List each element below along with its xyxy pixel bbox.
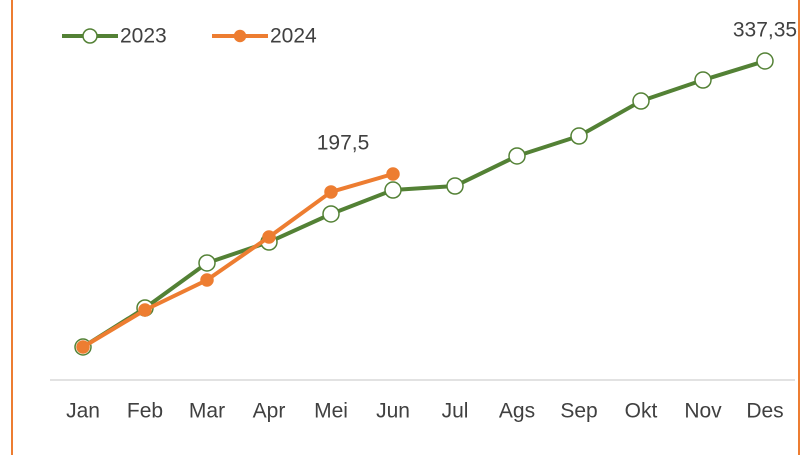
legend-label: 2023: [120, 25, 167, 48]
data-label: 337,35: [733, 19, 797, 42]
point: [138, 303, 152, 317]
x-tick-label: Okt: [625, 400, 658, 423]
point: [198, 254, 216, 272]
legend-marker: [82, 28, 98, 44]
point: [756, 52, 774, 70]
point: [694, 71, 712, 89]
point: [446, 177, 464, 195]
x-tick-label: Nov: [684, 400, 722, 423]
x-tick-label: Apr: [253, 400, 286, 423]
series-line: [81, 59, 766, 349]
point: [632, 92, 650, 110]
x-tick-label: Ags: [499, 400, 535, 423]
point: [262, 230, 276, 244]
point: [384, 181, 402, 199]
point: [200, 273, 214, 287]
x-tick-label: Des: [746, 400, 783, 423]
x-tick-label: Mar: [189, 400, 225, 423]
x-tick-label: Mei: [314, 400, 348, 423]
x-tick-label: Feb: [127, 400, 163, 423]
point: [386, 167, 400, 181]
point: [76, 340, 90, 354]
point: [324, 185, 338, 199]
frame: [11, 0, 800, 455]
point: [322, 205, 340, 223]
series-line: [81, 172, 394, 349]
x-tick-label: Jan: [66, 400, 100, 423]
x-tick-label: Jun: [376, 400, 410, 423]
x-tick-label: Sep: [560, 400, 597, 423]
data-label: 197,5: [317, 132, 370, 155]
legend-marker: [233, 29, 247, 43]
x-tick-label: Jul: [442, 400, 469, 423]
point: [508, 147, 526, 165]
point: [570, 127, 588, 145]
legend-label: 2024: [270, 25, 317, 48]
